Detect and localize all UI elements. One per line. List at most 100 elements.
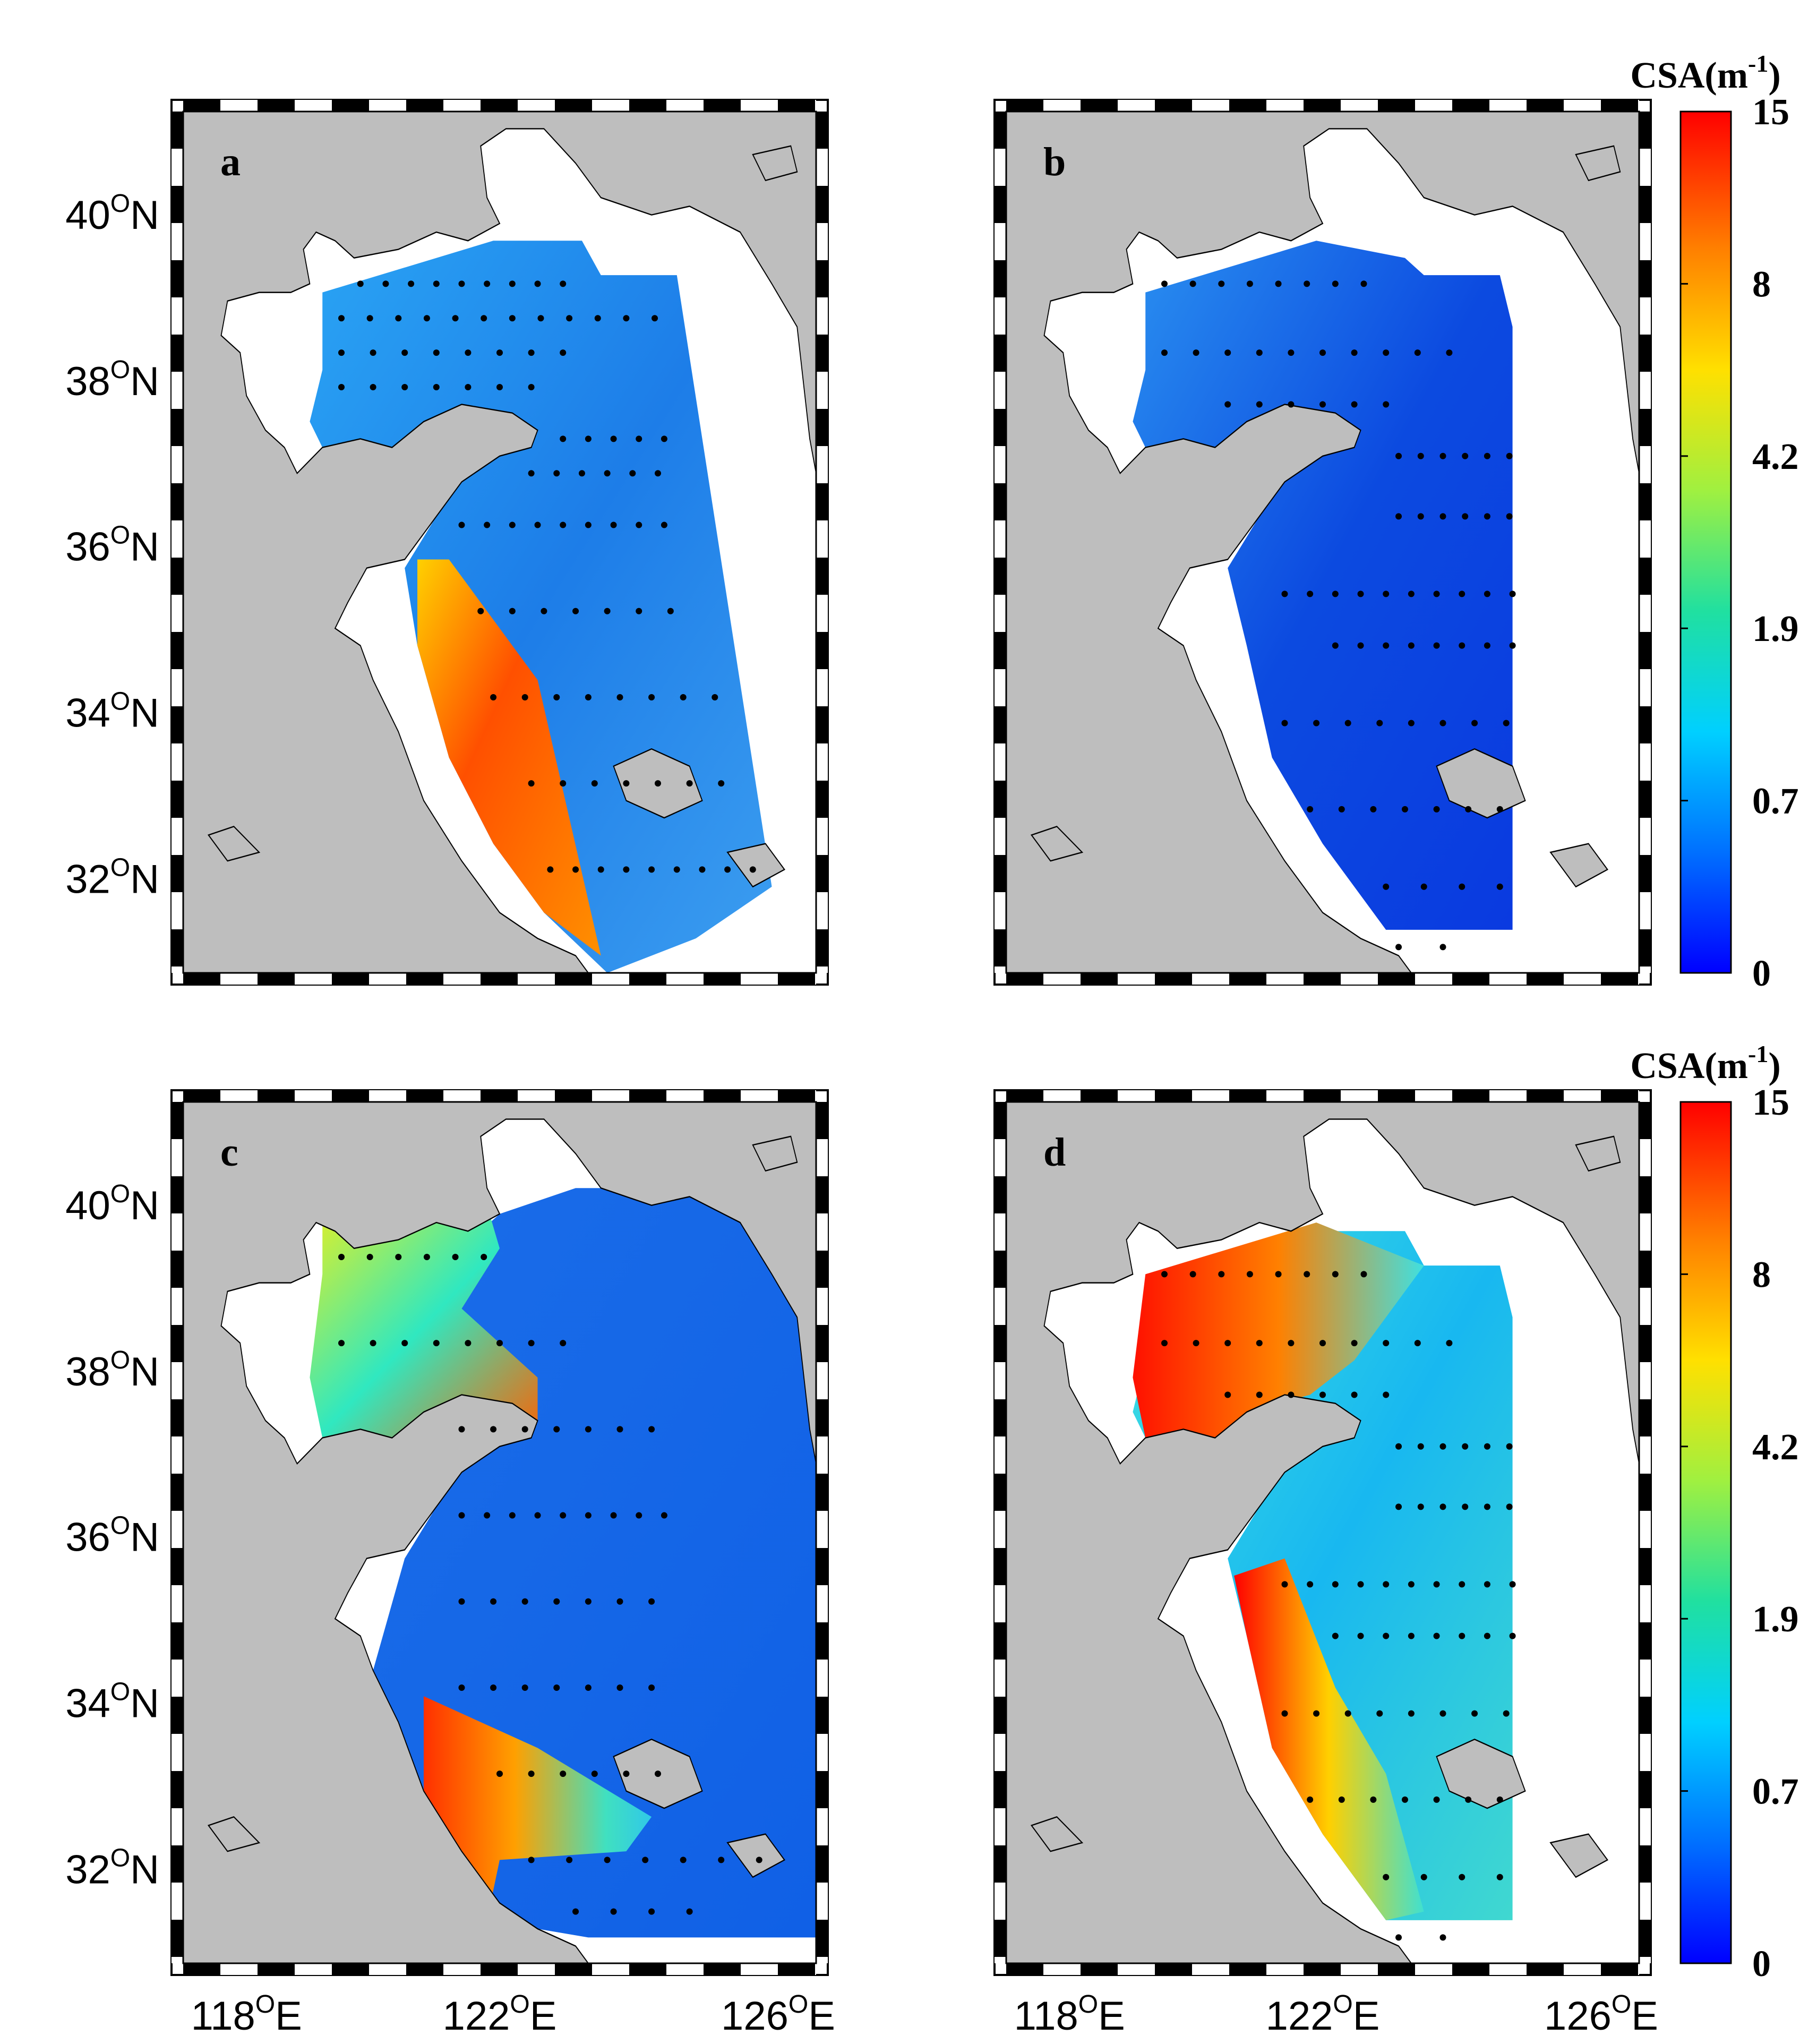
frame-segment xyxy=(1639,929,1651,967)
station-dot xyxy=(610,1908,617,1915)
frame-segment xyxy=(995,818,1006,855)
station-dot xyxy=(537,315,544,322)
frame-segment xyxy=(172,1734,183,1771)
station-dot xyxy=(553,694,560,700)
station-dot xyxy=(1459,591,1465,597)
station-dot xyxy=(490,1598,497,1605)
station-dot xyxy=(648,694,655,700)
station-dot xyxy=(1503,720,1510,726)
station-dot xyxy=(616,694,623,700)
frame-segment xyxy=(1601,1963,1638,1975)
frame-segment xyxy=(995,1771,1006,1808)
station-dot xyxy=(1484,1503,1490,1510)
island xyxy=(207,825,261,862)
frame-segment xyxy=(1639,1288,1651,1325)
frame-segment xyxy=(816,855,828,892)
station-dot xyxy=(465,1340,472,1347)
frame-segment xyxy=(172,1474,183,1511)
frame-segment xyxy=(1006,100,1043,112)
lon-tick-label: 126OE xyxy=(721,1990,835,2039)
station-dot xyxy=(1459,642,1465,649)
frame-segment xyxy=(1639,1436,1651,1474)
frame-segment xyxy=(1118,973,1155,985)
frame-segment xyxy=(369,1963,406,1975)
station-dot xyxy=(401,1340,408,1347)
frame-segment xyxy=(555,973,592,985)
station-dot xyxy=(484,521,491,528)
station-dot xyxy=(528,1857,535,1863)
frame-segment xyxy=(369,100,406,112)
frame-segment xyxy=(816,520,828,558)
frame-segment xyxy=(1638,1090,1639,1102)
station-dot xyxy=(585,521,592,528)
station-dot xyxy=(366,1253,373,1260)
frame-segment xyxy=(220,1090,258,1102)
station-dot xyxy=(1509,1581,1516,1588)
station-dot xyxy=(1161,1340,1168,1347)
csa-field-patch xyxy=(310,1205,538,1447)
frame-segment xyxy=(295,100,332,112)
lat-tick-label: 32ON xyxy=(65,1844,159,1893)
frame-segment xyxy=(1415,973,1452,985)
station-dot xyxy=(667,608,674,614)
frame-segment xyxy=(816,1288,828,1325)
station-dot xyxy=(1395,513,1402,520)
station-dot xyxy=(1408,591,1415,597)
station-dot xyxy=(477,608,484,614)
frame-segment xyxy=(995,1697,1006,1734)
station-dot xyxy=(1509,1632,1516,1639)
frame-segment xyxy=(1601,100,1638,112)
frame-segment xyxy=(555,1963,592,1975)
frame-segment xyxy=(1639,1176,1651,1213)
frame-segment xyxy=(741,973,778,985)
station-dot xyxy=(718,1857,725,1863)
station-dot xyxy=(423,315,430,322)
frame-segment xyxy=(592,100,629,112)
island xyxy=(752,145,798,182)
frame-segment xyxy=(172,149,183,186)
station-dot xyxy=(338,349,345,356)
station-dot xyxy=(1351,349,1358,356)
station-dot xyxy=(616,1598,623,1605)
station-dot xyxy=(661,435,667,442)
frame-segment xyxy=(172,1362,183,1399)
station-dot xyxy=(636,608,642,614)
station-dot xyxy=(534,280,541,287)
station-dot xyxy=(712,694,718,700)
station-dot xyxy=(604,1857,611,1863)
frame-segment xyxy=(1415,1090,1452,1102)
station-dot xyxy=(408,280,415,287)
frame-segment xyxy=(172,1288,183,1325)
station-dot xyxy=(1383,1632,1390,1639)
frame-segment xyxy=(1639,1585,1651,1622)
frame-segment xyxy=(172,1622,183,1660)
map-panel-a: a 40ON 38ON 36ON 34ON 32ON xyxy=(65,99,829,986)
frame-segment xyxy=(995,483,1006,520)
frame-segment xyxy=(1639,1511,1651,1548)
frame-segment xyxy=(1266,100,1304,112)
csa-field-patch xyxy=(1133,1222,1424,1438)
station-dot xyxy=(1304,1271,1310,1278)
frame-segment xyxy=(1452,1090,1489,1102)
frame-segment xyxy=(666,1090,704,1102)
station-dot xyxy=(560,780,567,787)
frame-segment xyxy=(1639,1325,1651,1362)
frame-segment xyxy=(1341,1090,1378,1102)
station-dot xyxy=(1332,1632,1339,1639)
station-dot xyxy=(1383,883,1390,890)
frame-segment xyxy=(778,1963,815,1975)
colorbar-tick-label: 8 xyxy=(1752,1254,1771,1295)
frame-segment xyxy=(295,973,332,985)
frame-segment xyxy=(1229,1090,1266,1102)
station-dot xyxy=(465,384,472,391)
frame-segment xyxy=(1192,1090,1229,1102)
frame-segment xyxy=(629,100,666,112)
station-dot xyxy=(1319,1340,1326,1347)
coastline xyxy=(1006,110,1640,974)
frame-segment xyxy=(172,1957,183,1963)
frame-segment xyxy=(172,1176,183,1213)
inner-frame xyxy=(1005,110,1640,974)
frame-segment xyxy=(816,1102,828,1139)
station-dot xyxy=(1459,1632,1465,1639)
frame-segment xyxy=(666,973,704,985)
